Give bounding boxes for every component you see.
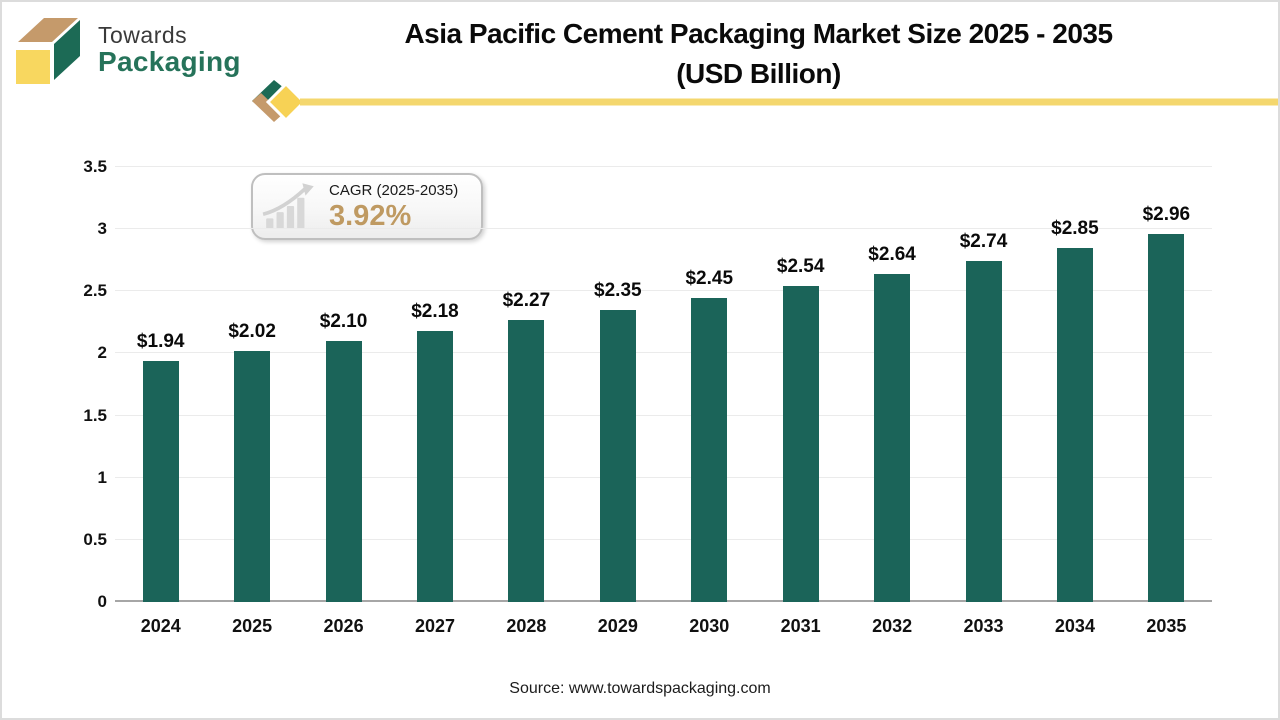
- bar-column-2030: $2.45: [664, 167, 755, 602]
- gridline: [115, 538, 1212, 540]
- y-tick-label: 3: [97, 219, 107, 239]
- bar-column-2024: $1.94: [115, 167, 206, 602]
- bar-value-label: $2.35: [594, 279, 642, 301]
- logo-word-packaging: Packaging: [98, 46, 241, 78]
- bar-column-2026: $2.10: [298, 167, 389, 602]
- x-tick-label: 2025: [232, 616, 273, 636]
- x-tick-label: 2027: [414, 616, 455, 636]
- bar-value-label: $2.85: [1051, 217, 1099, 239]
- x-tick-label: 2029: [597, 616, 638, 636]
- bar-chart-plot-area: $1.94 $2.02 $2.10 $2.18 $2.27 $2.35 $2.45 $2.54…: [115, 166, 1212, 602]
- x-tick-label: 2033: [963, 616, 1004, 636]
- bar-2032: [874, 273, 911, 602]
- bar-series: $1.94 $2.02 $2.10 $2.18 $2.27 $2.35 $2.45 $2.54…: [115, 167, 1212, 602]
- bar-value-label: $2.96: [1142, 204, 1191, 226]
- bar-column-2031: $2.54: [755, 167, 846, 602]
- gridline: [115, 290, 1212, 292]
- chart-title-line2: (USD Billion): [676, 58, 841, 89]
- bar-value-label: $2.54: [776, 256, 825, 278]
- logo-word-towards: Towards: [98, 22, 188, 49]
- cagr-text: CAGR (2025-2035) 3.92%: [329, 182, 458, 232]
- cagr-value: 3.92%: [329, 199, 412, 232]
- bar-column-2027: $2.18: [389, 167, 480, 602]
- bar-column-2028: $2.27: [481, 167, 572, 602]
- logo-wordmark: Towards Packaging: [98, 23, 241, 77]
- divider-yellow-line: [300, 98, 1278, 106]
- gridline: [115, 476, 1212, 478]
- x-tick-label: 2026: [323, 616, 364, 636]
- bar-column-2033: $2.74: [938, 167, 1029, 602]
- y-tick-label: 2: [97, 343, 107, 363]
- bar-value-label: $2.02: [228, 320, 276, 342]
- y-tick-label: 0.5: [83, 529, 107, 549]
- y-tick-label: 3.5: [83, 157, 107, 176]
- bar-column-2034: $2.85: [1029, 167, 1120, 602]
- bar-2024: [142, 360, 179, 602]
- bar-2035: [1148, 234, 1185, 602]
- gridline: [115, 228, 1212, 230]
- bar-value-label: $2.64: [868, 243, 916, 265]
- x-tick-label: 2024: [140, 616, 181, 636]
- gridline: [115, 414, 1212, 416]
- divider-chevron-tan: [252, 93, 283, 122]
- x-tick-label: 2028: [506, 616, 547, 636]
- source-attribution: Source: www.towardspackaging.com: [509, 680, 771, 697]
- bar-value-label: $2.18: [411, 301, 459, 323]
- x-tick-label: 2034: [1054, 616, 1095, 636]
- bar-2025: [234, 350, 271, 602]
- towards-packaging-logo: Towards Packaging: [14, 10, 241, 90]
- x-tick-label: 2035: [1146, 616, 1187, 636]
- x-axis: 2024 2025 2026 2027 2028 2029 2030 2031 2032 2033…: [115, 616, 1212, 637]
- y-tick-label: 1: [97, 467, 107, 487]
- gridline: [115, 352, 1212, 354]
- bar-2027: [416, 331, 453, 602]
- bar-value-label: $2.74: [959, 231, 1008, 253]
- logo-box-icon: [16, 18, 80, 84]
- x-tick-label: 2032: [872, 616, 913, 636]
- bar-value-label: $2.27: [502, 289, 551, 311]
- y-axis: 0 0.5 1 1.5 2 2.5 3 3.5: [57, 157, 107, 611]
- bar-2031: [782, 286, 819, 602]
- cagr-label: CAGR (2025-2035): [329, 181, 459, 199]
- bar-2026: [325, 341, 362, 602]
- bar-2033: [965, 261, 1002, 602]
- bar-2029: [599, 309, 636, 602]
- x-tick-label: 2031: [780, 616, 821, 636]
- bar-value-label: $2.10: [319, 311, 368, 332]
- bar-column-2029: $2.35: [572, 167, 663, 602]
- growth-chart-icon: [262, 182, 314, 229]
- title-divider-decoration: [252, 80, 1278, 123]
- y-tick-label: 1.5: [83, 405, 107, 425]
- chart-title: Asia Pacific Cement Packaging Market Siz…: [247, 14, 1270, 94]
- bar-column-2032: $2.64: [846, 167, 937, 602]
- x-tick-label: 2030: [689, 616, 730, 636]
- bar-2030: [691, 297, 728, 602]
- x-axis-baseline: [115, 600, 1212, 602]
- bar-value-label: $1.94: [136, 330, 185, 352]
- bar-column-2025: $2.02: [206, 167, 297, 602]
- y-tick-label: 2.5: [83, 281, 107, 301]
- y-tick-label: 0: [97, 592, 107, 611]
- bar-column-2035: $2.96: [1121, 167, 1212, 602]
- bar-value-label: $2.45: [685, 267, 734, 289]
- bar-2028: [508, 319, 545, 602]
- bar-2034: [1056, 247, 1093, 602]
- gridline: [115, 166, 1212, 167]
- chart-title-line1: Asia Pacific Cement Packaging Market Siz…: [404, 18, 1113, 49]
